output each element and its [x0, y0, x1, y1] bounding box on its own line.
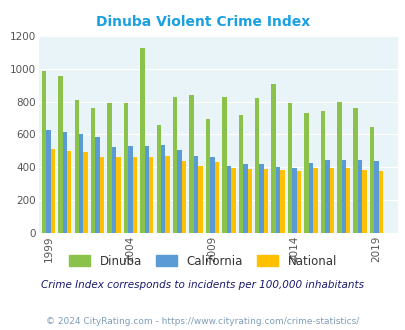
- Bar: [161, 145, 165, 233]
- Bar: [230, 168, 235, 233]
- Bar: [198, 166, 202, 233]
- Bar: [189, 95, 193, 233]
- Bar: [275, 167, 279, 233]
- Bar: [369, 127, 373, 233]
- Bar: [378, 171, 382, 233]
- Bar: [100, 156, 104, 233]
- Bar: [111, 147, 116, 233]
- Bar: [271, 84, 275, 233]
- Bar: [341, 160, 345, 233]
- Bar: [95, 137, 100, 233]
- Bar: [320, 111, 324, 233]
- Bar: [67, 151, 71, 233]
- Bar: [165, 156, 169, 233]
- Bar: [254, 98, 259, 233]
- Text: Dinuba Violent Crime Index: Dinuba Violent Crime Index: [96, 15, 309, 29]
- Bar: [149, 156, 153, 233]
- Bar: [214, 162, 219, 233]
- Bar: [336, 102, 341, 233]
- Bar: [238, 115, 243, 233]
- Bar: [177, 150, 181, 233]
- Bar: [79, 135, 83, 233]
- Bar: [303, 113, 308, 233]
- Text: Crime Index corresponds to incidents per 100,000 inhabitants: Crime Index corresponds to incidents per…: [41, 280, 364, 290]
- Bar: [373, 161, 378, 233]
- Bar: [324, 160, 329, 233]
- Bar: [287, 103, 292, 233]
- Bar: [292, 168, 296, 233]
- Bar: [357, 160, 362, 233]
- Bar: [62, 132, 67, 233]
- Bar: [75, 100, 79, 233]
- Bar: [116, 156, 120, 233]
- Bar: [222, 97, 226, 233]
- Bar: [156, 125, 161, 233]
- Legend: Dinuba, California, National: Dinuba, California, National: [64, 250, 341, 273]
- Bar: [124, 103, 128, 233]
- Bar: [91, 108, 95, 233]
- Bar: [205, 119, 210, 233]
- Bar: [263, 169, 268, 233]
- Bar: [243, 164, 247, 233]
- Text: © 2024 CityRating.com - https://www.cityrating.com/crime-statistics/: © 2024 CityRating.com - https://www.city…: [46, 317, 359, 326]
- Bar: [83, 152, 87, 233]
- Bar: [362, 171, 366, 233]
- Bar: [107, 103, 111, 233]
- Bar: [279, 170, 284, 233]
- Bar: [247, 169, 252, 233]
- Bar: [132, 157, 137, 233]
- Bar: [296, 171, 301, 233]
- Bar: [42, 72, 46, 233]
- Bar: [345, 168, 350, 233]
- Bar: [329, 168, 333, 233]
- Bar: [46, 130, 51, 233]
- Bar: [193, 156, 198, 233]
- Bar: [128, 146, 132, 233]
- Bar: [226, 166, 230, 233]
- Bar: [140, 48, 144, 233]
- Bar: [173, 97, 177, 233]
- Bar: [312, 168, 317, 233]
- Bar: [210, 156, 214, 233]
- Bar: [181, 161, 186, 233]
- Bar: [353, 108, 357, 233]
- Bar: [58, 76, 62, 233]
- Bar: [144, 146, 149, 233]
- Bar: [308, 163, 312, 233]
- Bar: [259, 164, 263, 233]
- Bar: [51, 149, 55, 233]
